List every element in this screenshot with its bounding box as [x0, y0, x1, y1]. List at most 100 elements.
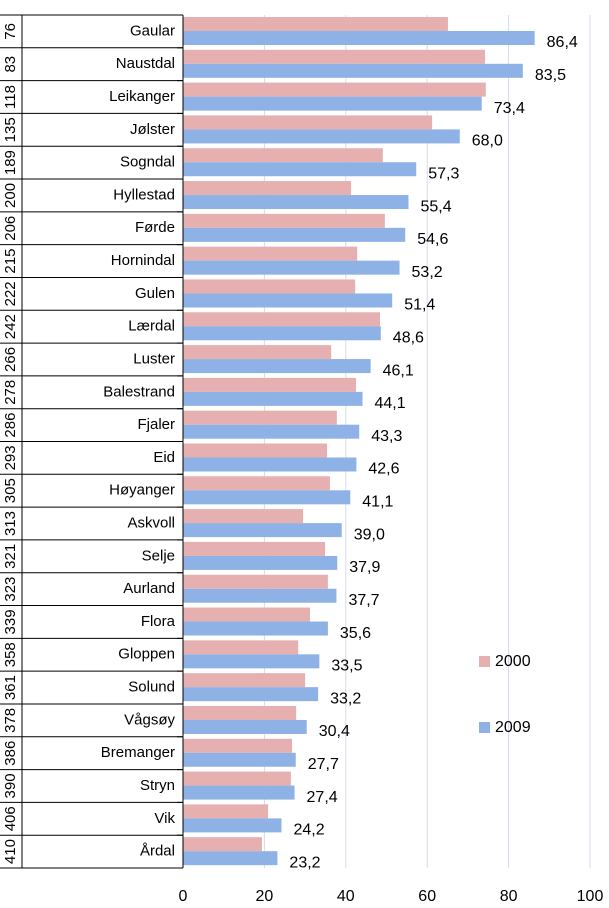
bar [183, 410, 337, 425]
category-label: Luster [133, 350, 175, 367]
value-label: 51,4 [404, 297, 435, 314]
rank-label: 222 [2, 281, 19, 306]
bar [183, 17, 448, 31]
category-label: Gulen [135, 285, 175, 302]
category-label: Askvoll [127, 514, 175, 531]
value-label: 35,6 [340, 625, 371, 642]
bar [183, 673, 306, 688]
rank-label: 76 [2, 23, 19, 40]
value-label: 68,0 [472, 133, 503, 150]
value-label: 57,3 [428, 165, 459, 182]
bar [183, 607, 310, 622]
legend-swatch [479, 722, 490, 733]
rank-label: 206 [2, 216, 19, 241]
category-label: Bremanger [101, 744, 175, 761]
rank-label: 135 [2, 117, 19, 142]
category-label: Balestrand [103, 383, 175, 400]
bar [183, 129, 460, 144]
legend-label: 2000 [495, 653, 531, 670]
category-label: Sogndal [120, 154, 175, 171]
bar [183, 82, 486, 97]
bar [183, 509, 304, 524]
value-label: 43,3 [371, 428, 402, 445]
value-label: 55,4 [420, 198, 451, 215]
category-label: Hornindal [111, 252, 175, 269]
bar [183, 96, 482, 111]
bar [183, 588, 337, 603]
x-tick-label: 100 [577, 888, 604, 905]
bar [183, 162, 417, 177]
rank-label: 378 [2, 708, 19, 733]
x-tick-label: 80 [500, 888, 518, 905]
bar [183, 818, 282, 833]
value-label: 44,1 [374, 395, 405, 412]
bar [183, 391, 363, 406]
bar [183, 654, 320, 669]
category-label: Flora [141, 613, 176, 630]
bar [183, 181, 352, 196]
bar [183, 31, 535, 45]
category-label: Naustdal [116, 55, 175, 72]
category-label: Årdal [140, 843, 175, 860]
rank-label: 305 [2, 478, 19, 503]
bar [183, 63, 523, 78]
bar [183, 490, 351, 505]
category-label: Eid [153, 449, 175, 466]
rank-label: 323 [2, 577, 19, 602]
rank-label: 339 [2, 609, 19, 634]
bar [183, 752, 296, 767]
rank-label: 361 [2, 675, 19, 700]
bar [183, 148, 383, 163]
value-label: 41,1 [362, 494, 393, 511]
bar [183, 49, 485, 64]
category-label: Leikanger [109, 88, 175, 105]
category-label: Aurland [123, 580, 175, 597]
bar [183, 719, 307, 734]
category-label: Vågsøy [124, 711, 175, 728]
rank-label: 321 [2, 544, 19, 569]
bar [183, 640, 299, 655]
rank-label: 242 [2, 314, 19, 339]
category-label: Selje [142, 547, 175, 564]
bar [183, 785, 295, 800]
category-label: Hyllestad [113, 186, 175, 203]
value-label: 86,4 [547, 34, 578, 51]
legend-swatch [479, 656, 490, 667]
category-label: Stryn [140, 777, 175, 794]
value-label: 30,4 [319, 723, 350, 740]
x-tick-label: 0 [179, 888, 188, 905]
category-label: Solund [128, 679, 175, 696]
bar [183, 705, 297, 720]
bar [183, 621, 328, 636]
value-label: 48,6 [393, 329, 424, 346]
rank-label: 358 [2, 642, 19, 667]
bar [183, 195, 409, 210]
category-label: Gaular [130, 22, 175, 39]
x-tick-label: 40 [337, 888, 355, 905]
category-label: Fjaler [137, 416, 175, 433]
value-label: 27,7 [308, 756, 339, 773]
bar [183, 246, 358, 261]
category-label: Førde [135, 219, 175, 236]
bar [183, 541, 326, 556]
category-label: Jølster [130, 121, 175, 138]
value-label: 37,7 [348, 592, 379, 609]
value-label: 53,2 [412, 264, 443, 281]
bar [183, 326, 381, 341]
value-label: 33,2 [330, 690, 361, 707]
bar [183, 555, 338, 570]
bar [183, 424, 360, 439]
bar [183, 213, 385, 228]
rank-label: 313 [2, 511, 19, 536]
rank-label: 118 [2, 85, 19, 109]
value-label: 46,1 [383, 362, 414, 379]
value-label: 73,4 [494, 100, 525, 117]
rank-label: 386 [2, 741, 19, 766]
category-label: Vik [154, 810, 175, 827]
value-label: 39,0 [354, 526, 385, 543]
bar [183, 443, 328, 458]
value-label: 83,5 [535, 67, 566, 84]
value-label: 23,2 [289, 854, 320, 871]
bar [183, 476, 330, 491]
